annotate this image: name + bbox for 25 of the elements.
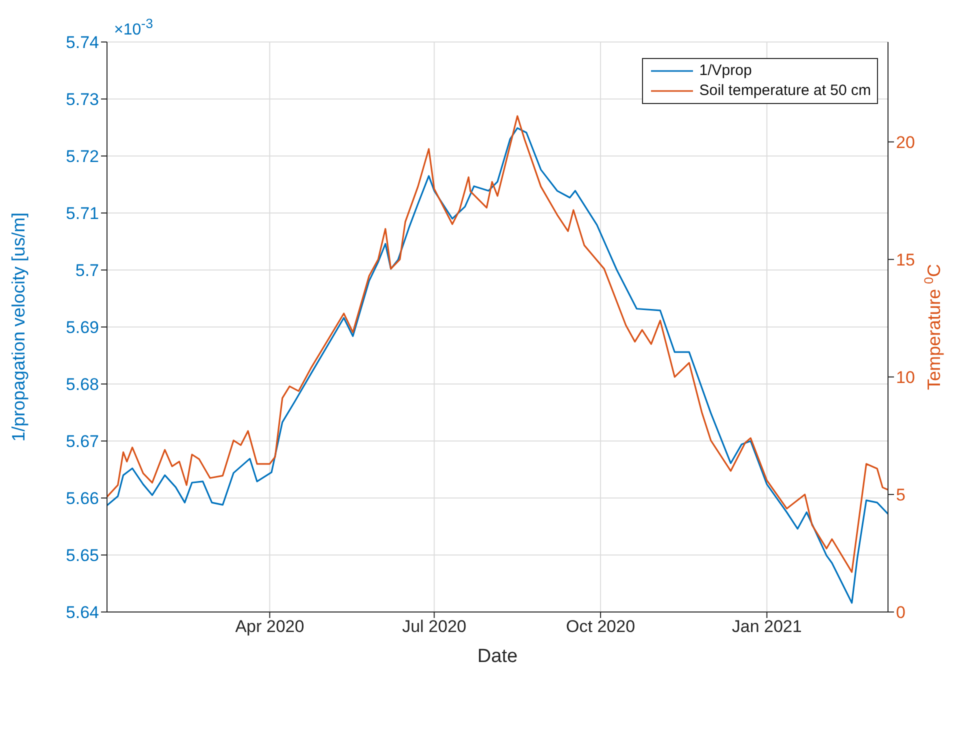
y-tick-label: 5.7 — [75, 261, 99, 280]
x-tick-label: Apr 2020 — [235, 617, 304, 636]
y-tick-label: 5.66 — [66, 489, 99, 508]
y2-tick-label: 5 — [896, 486, 906, 505]
legend-label: 1/Vprop — [699, 61, 752, 81]
text: ×10$^{-3}$ — [114, 16, 153, 40]
y-tick-label: 5.64 — [66, 603, 99, 622]
y-tick-label: 5.72 — [66, 147, 99, 166]
y-tick-label: 5.68 — [66, 375, 99, 394]
y2-tick-label: 15 — [896, 250, 915, 270]
legend-label: Soil temperature at 50 cm — [699, 81, 871, 101]
y-tick-label: 5.69 — [66, 318, 99, 338]
y2-tick-label: 10 — [896, 368, 915, 387]
x-axis-title: Date — [477, 646, 518, 667]
x-tick-label: Jan 2021 — [732, 617, 802, 636]
y2-tick-label: 0 — [896, 603, 906, 622]
y-axis-title: 1/propagation velocity [us/m] — [8, 212, 28, 442]
x-tick-label: Oct 2020 — [566, 617, 636, 636]
y2-tick-label: 20 — [896, 132, 915, 152]
y-tick-label: 5.65 — [66, 546, 99, 566]
y-tick-label: 5.71 — [66, 204, 99, 224]
y-tick-label: 5.67 — [66, 432, 99, 452]
x-tick-label: Jul 2020 — [402, 617, 466, 636]
y-tick-label: 5.74 — [66, 33, 99, 52]
y-tick-label: 5.73 — [66, 90, 99, 110]
